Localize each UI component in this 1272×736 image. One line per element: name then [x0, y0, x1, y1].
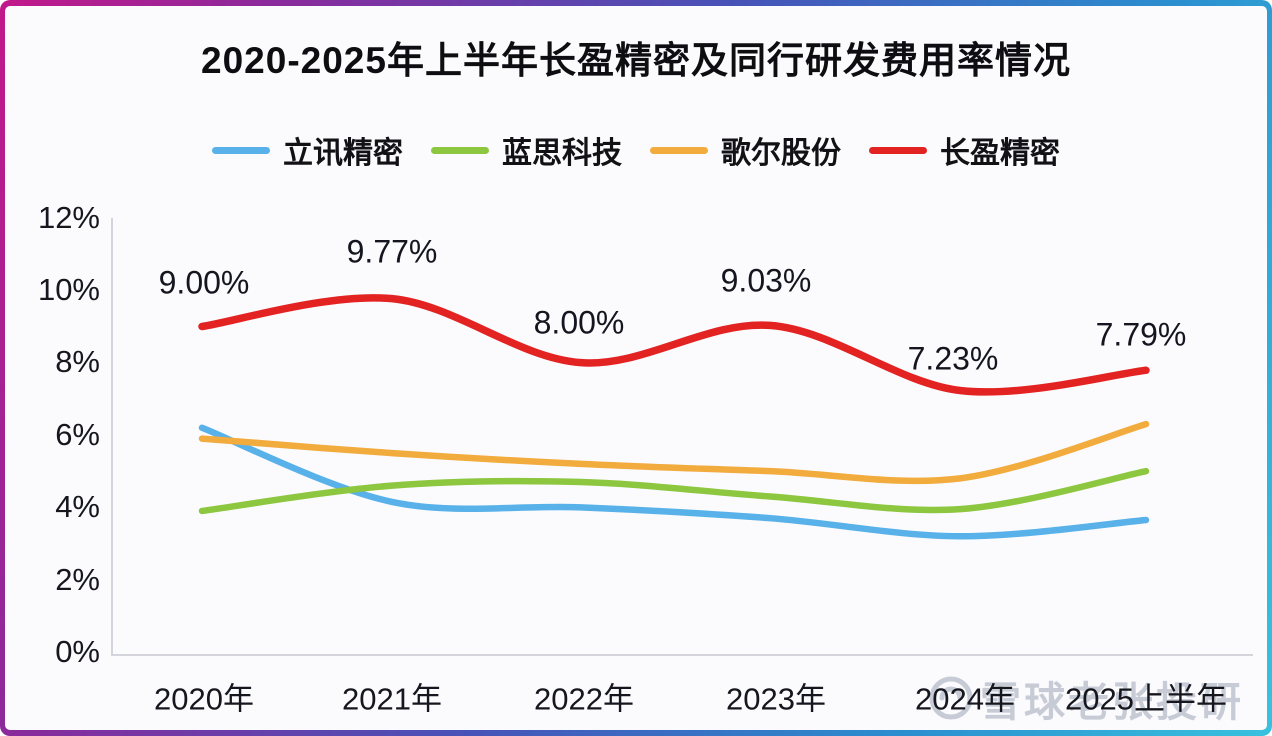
data-label: 7.79% [1095, 316, 1187, 353]
series-line-蓝思科技 [198, 467, 1150, 515]
legend-item-goer: 歌尔股份 [650, 128, 841, 172]
y-axis-tick: 8% [55, 344, 100, 379]
red-line-swatch-icon [869, 146, 927, 154]
green-line-swatch-icon [431, 146, 489, 154]
y-axis-tick: 0% [55, 634, 100, 669]
x-axis-label: 2023年 [726, 681, 826, 717]
y-axis-tick: 10% [37, 272, 100, 307]
x-axis-label: 2021年 [342, 681, 442, 717]
x-axis-label: 2022年 [534, 681, 634, 717]
orange-line-swatch-icon [650, 146, 708, 154]
series-line-立讯精密 [198, 424, 1150, 540]
watermark-text-laozhang: 老张投研 [1068, 679, 1244, 725]
legend-label: 歌尔股份 [721, 137, 841, 170]
y-axis-tick: 12% [37, 200, 100, 235]
data-label: 9.00% [158, 264, 250, 301]
snowball-logo-icon [929, 676, 973, 720]
data-label: 9.03% [720, 262, 812, 299]
x-axis-label: 2024年 [915, 681, 1015, 717]
data-label: 8.00% [533, 304, 625, 341]
y-axis-tick: 4% [55, 489, 100, 524]
legend: 立讯精密 蓝思科技 歌尔股份 长盈精密 [0, 128, 1272, 172]
x-axis-label: 2025上半年 [1065, 681, 1227, 717]
legend-item-lixun: 立讯精密 [212, 128, 403, 172]
card-background [5, 6, 1267, 730]
legend-item-lansi: 蓝思科技 [431, 128, 622, 172]
y-axis-line [111, 218, 113, 655]
data-label: 9.77% [346, 233, 438, 270]
series-line-长盈精密 [198, 294, 1150, 396]
data-label: 7.23% [907, 340, 999, 377]
watermark: 雪球 老张投研 [928, 668, 1244, 728]
chart-title: 2020-2025年上半年长盈精密及同行研发费用率情况 [201, 40, 1071, 81]
legend-label: 蓝思科技 [502, 137, 622, 170]
y-axis-tick: 6% [55, 417, 100, 452]
x-axis-label: 2020年 [154, 681, 254, 717]
series-line-歌尔股份 [198, 420, 1150, 485]
legend-item-changying: 长盈精密 [869, 128, 1060, 172]
x-axis-line [111, 654, 1253, 656]
legend-label: 长盈精密 [940, 137, 1060, 170]
watermark-text-xueqiu: 雪球 [980, 679, 1068, 725]
y-axis-tick: 2% [55, 562, 100, 597]
legend-label: 立讯精密 [283, 137, 403, 170]
blue-line-swatch-icon [212, 146, 270, 154]
